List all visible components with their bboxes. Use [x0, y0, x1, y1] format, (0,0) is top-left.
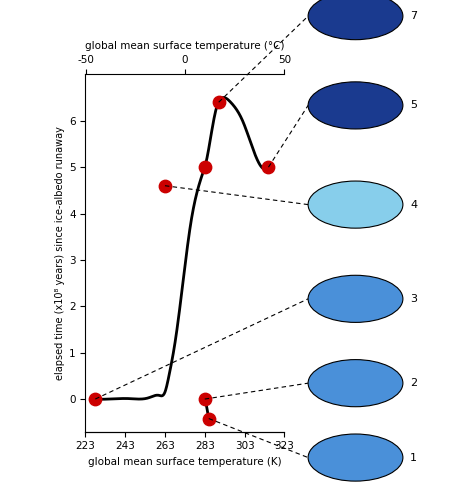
X-axis label: global mean surface temperature (°C): global mean surface temperature (°C): [85, 41, 284, 51]
Text: 3: 3: [410, 294, 417, 304]
X-axis label: global mean surface temperature (K): global mean surface temperature (K): [88, 457, 282, 467]
Point: [215, 98, 222, 106]
Point: [201, 163, 209, 171]
Text: 2: 2: [410, 378, 417, 388]
Point: [161, 182, 169, 189]
Point: [201, 395, 209, 403]
Text: 4: 4: [410, 199, 417, 210]
Point: [205, 415, 212, 423]
Y-axis label: elapsed time (x10⁸ years) since ice-albedo runaway: elapsed time (x10⁸ years) since ice-albe…: [55, 126, 65, 380]
Point: [264, 163, 272, 171]
Text: 7: 7: [410, 11, 417, 21]
Text: 5: 5: [410, 100, 417, 111]
Point: [91, 395, 99, 403]
Text: 1: 1: [410, 452, 417, 463]
